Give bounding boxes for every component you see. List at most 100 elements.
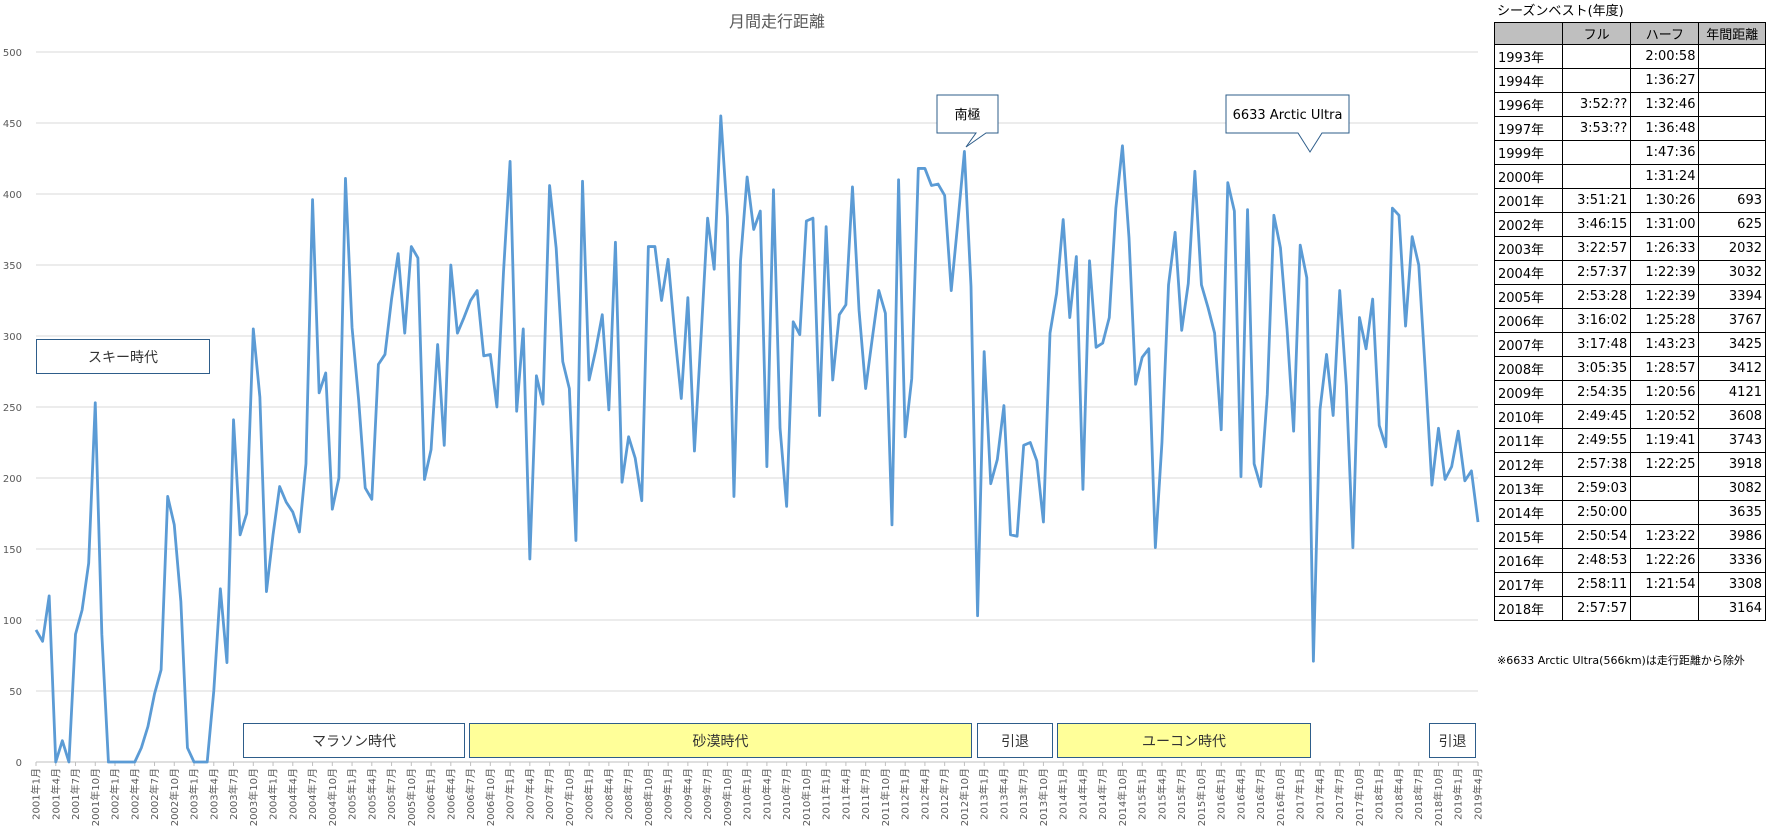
table-cell-year: 2000年 xyxy=(1494,164,1563,189)
table-cell-full xyxy=(1561,140,1632,165)
x-tick-label: 2013年1月 xyxy=(978,768,991,820)
x-tick-label: 2017年10月 xyxy=(1353,768,1366,826)
x-tick-label: 2007年1月 xyxy=(504,768,517,820)
table-cell-full: 2:57:57 xyxy=(1561,596,1632,621)
x-tick-label: 2014年10月 xyxy=(1116,768,1129,826)
x-tick-label: 2008年7月 xyxy=(622,768,635,820)
x-tick-label: 2002年7月 xyxy=(148,768,161,820)
x-tick-label: 2013年4月 xyxy=(997,768,1010,820)
x-tick-label: 2002年1月 xyxy=(109,768,122,820)
table-cell-half: 1:28:57 xyxy=(1630,356,1700,381)
table-cell-annual xyxy=(1698,44,1766,69)
table-cell-annual: 625 xyxy=(1698,212,1766,237)
x-tick-label: 2008年10月 xyxy=(642,768,655,826)
table-cell-year: 2011年 xyxy=(1494,428,1563,453)
x-tick-label: 2012年7月 xyxy=(938,768,951,820)
table-cell-year: 2015年 xyxy=(1494,524,1563,549)
x-tick-label: 2006年7月 xyxy=(464,768,477,820)
y-tick-label: 200 xyxy=(3,474,22,485)
series-line xyxy=(34,114,1480,764)
table-cell-year: 2007年 xyxy=(1494,332,1563,357)
chart-area: 0 50 100 150 200 250 300 350 400 450 500 2001年1月 200… xyxy=(3,12,1485,826)
table-row: 2001年 3:51:21 1:30:26 693 xyxy=(1494,188,1766,213)
x-tick-label: 2018年10月 xyxy=(1432,768,1445,826)
x-tick-label: 2016年1月 xyxy=(1215,768,1228,820)
x-tick-label: 2018年4月 xyxy=(1392,768,1405,820)
x-tick-label: 2016年7月 xyxy=(1254,768,1267,820)
x-tick-label: 2013年10月 xyxy=(1037,768,1050,826)
table-cell-annual: 3608 xyxy=(1698,404,1766,429)
table-cell-half: 1:22:39 xyxy=(1630,260,1700,285)
table-cell-half: 1:25:28 xyxy=(1630,308,1700,333)
table-header-full: フル xyxy=(1561,22,1632,45)
table-row: 1994年 1:36:27 xyxy=(1494,68,1766,93)
table-row: 2003年 3:22:57 1:26:33 2032 xyxy=(1494,236,1766,261)
table-cell-year: 2009年 xyxy=(1494,380,1563,405)
line-chart: 0 50 100 150 200 250 300 350 400 450 500 2001年1月 200… xyxy=(3,12,1485,826)
table-cell-half: 1:31:24 xyxy=(1630,164,1700,189)
x-tick-label: 2015年1月 xyxy=(1136,768,1149,820)
table-cell-annual: 3308 xyxy=(1698,572,1766,597)
table-cell-annual: 2032 xyxy=(1698,236,1766,261)
table-row: 2014年 2:50:00 3635 xyxy=(1494,500,1766,525)
x-tick-label: 2010年4月 xyxy=(760,768,773,820)
x-tick-label: 2015年4月 xyxy=(1155,768,1168,820)
x-tick-label: 2011年10月 xyxy=(879,768,892,826)
table-cell-full: 3:22:57 xyxy=(1561,236,1632,261)
table-cell-year: 1996年 xyxy=(1494,92,1563,117)
table-cell-full: 3:53:?? xyxy=(1561,116,1632,141)
table-cell-year: 1997年 xyxy=(1494,116,1563,141)
table-cell-full: 2:48:53 xyxy=(1561,548,1632,573)
table-cell-half: 1:22:39 xyxy=(1630,284,1700,309)
x-tick-label: 2010年7月 xyxy=(780,768,793,820)
table-cell-full: 2:50:54 xyxy=(1561,524,1632,549)
table-cell-annual: 3032 xyxy=(1698,260,1766,285)
period-ski: スキー時代 xyxy=(36,339,210,374)
table-cell-full xyxy=(1561,44,1632,69)
table-header-row: フル ハーフ 年間距離 xyxy=(1494,22,1766,45)
table-cell-year: 2010年 xyxy=(1494,404,1563,429)
table-cell-year: 2004年 xyxy=(1494,260,1563,285)
x-tick-label: 2005年10月 xyxy=(405,768,418,826)
x-tick-label: 2009年4月 xyxy=(681,768,694,820)
x-tick-label: 2008年4月 xyxy=(602,768,615,820)
period-retire-2: 引退 xyxy=(1429,723,1476,758)
table-row: 1996年 3:52:?? 1:32:46 xyxy=(1494,92,1766,117)
table-cell-full xyxy=(1561,68,1632,93)
y-tick-label: 250 xyxy=(3,403,22,414)
x-tick-label: 2011年1月 xyxy=(820,768,833,820)
y-tick-label: 100 xyxy=(3,616,22,627)
table-header-half: ハーフ xyxy=(1630,22,1700,45)
table-row: 2004年 2:57:37 1:22:39 3032 xyxy=(1494,260,1766,285)
table-cell-half: 1:36:48 xyxy=(1630,116,1700,141)
table-cell-full: 3:17:48 xyxy=(1561,332,1632,357)
table-row: 2013年 2:59:03 3082 xyxy=(1494,476,1766,501)
period-yukon: ユーコン時代 xyxy=(1057,723,1311,758)
x-tick-label: 2014年7月 xyxy=(1096,768,1109,820)
x-tick-label: 2002年4月 xyxy=(128,768,141,820)
table-cell-year: 2008年 xyxy=(1494,356,1563,381)
x-tick-label: 2009年1月 xyxy=(662,768,675,820)
table-row: 2006年 3:16:02 1:25:28 3767 xyxy=(1494,308,1766,333)
x-tick-label: 2015年7月 xyxy=(1175,768,1188,820)
table-row: 2011年 2:49:55 1:19:41 3743 xyxy=(1494,428,1766,453)
table-cell-full: 2:49:45 xyxy=(1561,404,1632,429)
table-cell-full: 2:49:55 xyxy=(1561,428,1632,453)
x-tick-label: 2012年1月 xyxy=(899,768,912,820)
table-cell-full: 3:52:?? xyxy=(1561,92,1632,117)
table-cell-half: 1:21:54 xyxy=(1630,572,1700,597)
x-tick-label: 2003年4月 xyxy=(207,768,220,820)
x-tick-label: 2014年4月 xyxy=(1076,768,1089,820)
table-row: 2002年 3:46:15 1:31:00 625 xyxy=(1494,212,1766,237)
table-cell-full: 3:05:35 xyxy=(1561,356,1632,381)
x-tick-label: 2018年1月 xyxy=(1373,768,1386,820)
table-cell-annual: 3164 xyxy=(1698,596,1766,621)
table-cell-annual: 3767 xyxy=(1698,308,1766,333)
x-tick-label: 2001年10月 xyxy=(89,768,102,826)
y-tick-label: 50 xyxy=(9,687,22,698)
table-row: 2009年 2:54:35 1:20:56 4121 xyxy=(1494,380,1766,405)
table-cell-annual xyxy=(1698,164,1766,189)
season-best-body: 1993年 2:00:58 1994年 1:36:27 1996年 3:52:?? 1:32… xyxy=(1494,44,1766,621)
callout-antarctica-label: 南極 xyxy=(954,107,980,123)
x-tick-label: 2009年7月 xyxy=(701,768,714,820)
